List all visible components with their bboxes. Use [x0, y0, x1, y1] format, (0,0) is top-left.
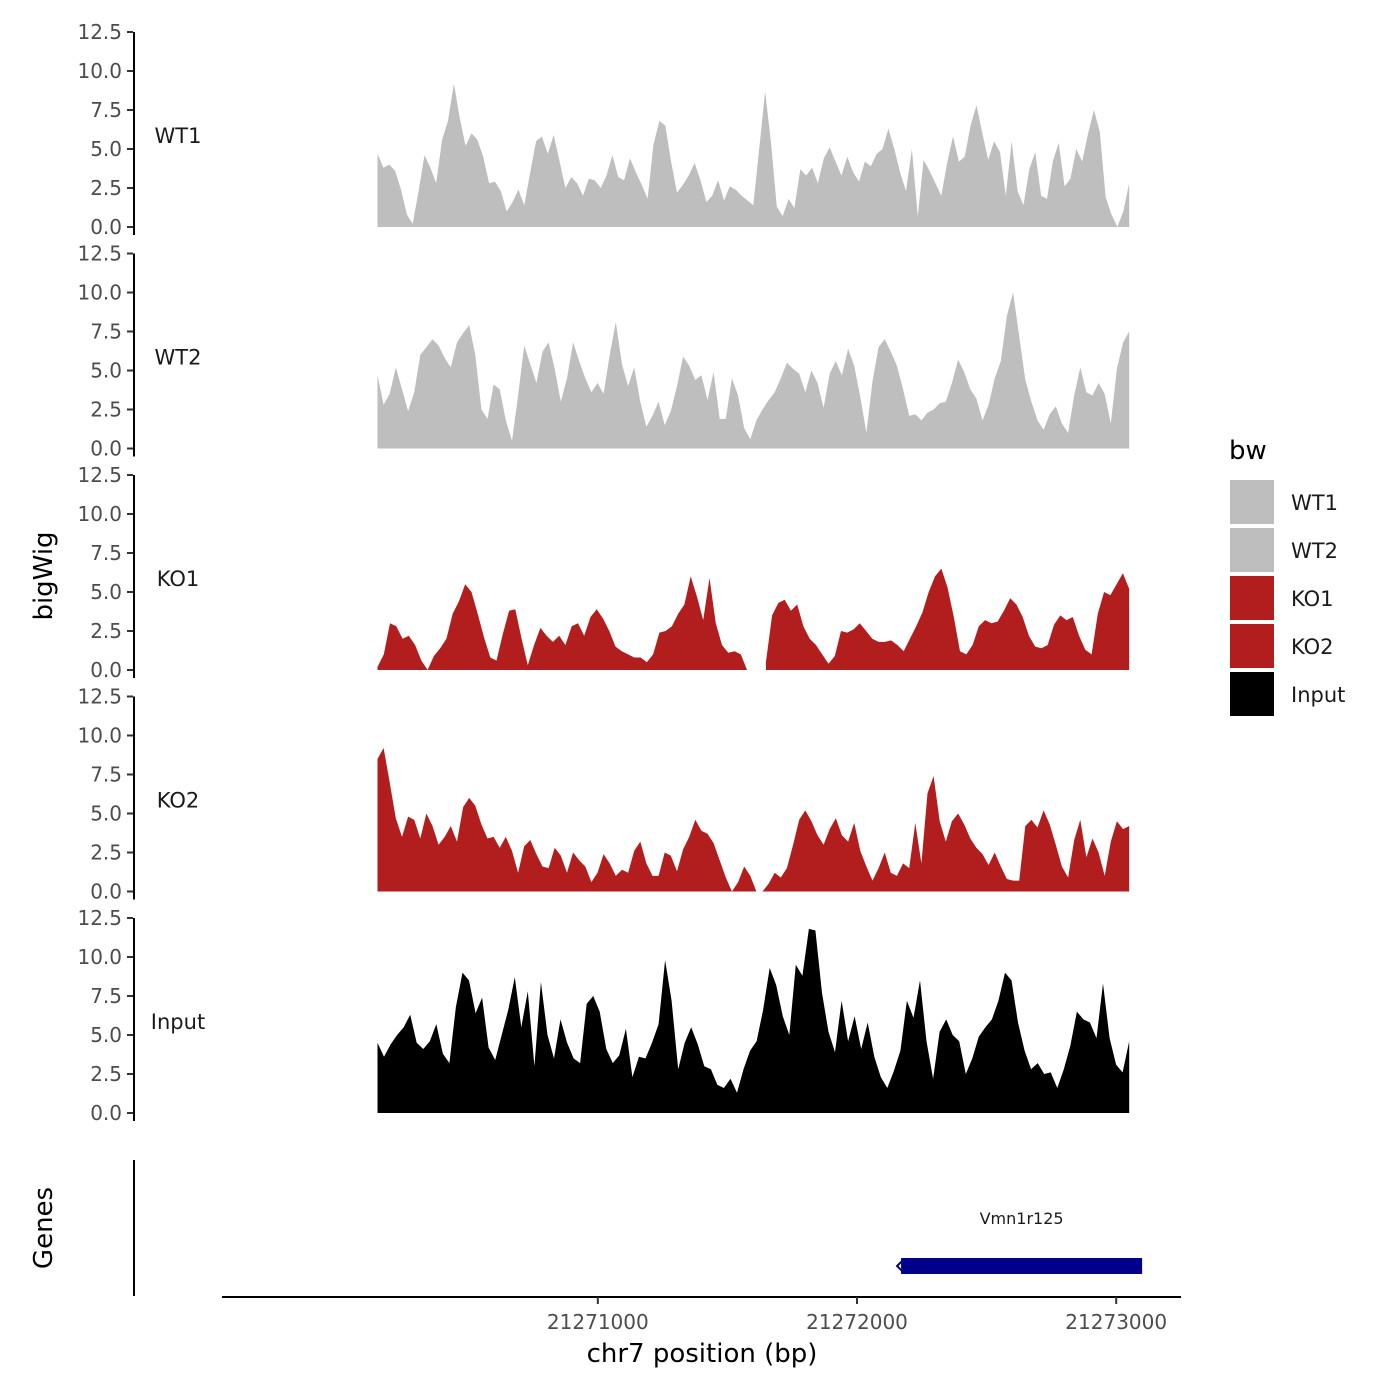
y-tick-label-ko2: 7.5	[90, 763, 122, 787]
area-ko2	[377, 748, 1130, 892]
track-label-ko1: KO1	[157, 567, 200, 591]
track-label-wt2: WT2	[155, 346, 202, 370]
y-tick-label-wt2: 0.0	[90, 437, 122, 461]
y-tick-label-wt1: 7.5	[90, 98, 122, 122]
track-panel-input: 0.0 2.5 5.0 7.5 10.0 12.5 Input	[77, 906, 1130, 1125]
y-tick-label-input: 12.5	[77, 906, 122, 930]
y-tick-label-wt1: 2.5	[90, 176, 122, 200]
area-ko1-segment-2	[765, 568, 1130, 670]
track-label-input: Input	[151, 1010, 205, 1034]
x-axis-title: chr7 position (bp)	[587, 1339, 818, 1369]
legend-title: bw	[1229, 436, 1267, 466]
legend-swatch-ko1	[1230, 576, 1274, 620]
y-tick-label-wt1: 0.0	[90, 215, 122, 239]
y-tick-label-ko1: 10.0	[77, 502, 122, 526]
legend-swatch-wt2	[1230, 528, 1274, 572]
legend-swatch-ko2	[1230, 624, 1274, 668]
area-wt1	[377, 83, 1130, 227]
area-input	[377, 928, 1130, 1113]
y-tick-label-wt2: 10.0	[77, 281, 122, 305]
legend-swatch-wt1	[1230, 480, 1274, 524]
legend-label-input: Input	[1291, 683, 1345, 707]
genes-panel: Vmn1r125	[133, 1160, 1143, 1296]
y-tick-label-wt2: 12.5	[77, 242, 122, 266]
y-tick-label-ko1: 2.5	[90, 619, 122, 643]
genes-axis-title: Genes	[29, 1187, 59, 1269]
x-tick-label: 21271000	[547, 1310, 649, 1334]
x-tick-label: 21272000	[806, 1310, 908, 1334]
y-tick-label-ko2: 10.0	[77, 724, 122, 748]
y-tick-label-ko2: 2.5	[90, 841, 122, 865]
y-tick-label-wt2: 2.5	[90, 398, 122, 422]
track-panel-wt1: 0.0 2.5 5.0 7.5 10.0 12.5 WT1	[77, 20, 1130, 239]
x-tick-label: 21273000	[1065, 1310, 1167, 1334]
y-tick-label-ko1: 0.0	[90, 658, 122, 682]
y-axis-title: bigWig	[29, 531, 59, 620]
track-label-ko2: KO2	[157, 789, 200, 813]
y-tick-label-input: 2.5	[90, 1062, 122, 1086]
y-tick-label-input: 10.0	[77, 945, 122, 969]
y-tick-label-ko2: 12.5	[77, 685, 122, 709]
area-ko1-segment-1	[377, 576, 748, 670]
legend-label-ko1: KO1	[1291, 587, 1334, 611]
legend-label-ko2: KO2	[1291, 635, 1334, 659]
y-tick-label-ko2: 0.0	[90, 880, 122, 904]
legend: WT1 WT2 KO1 KO2 Input	[1230, 480, 1345, 716]
y-tick-label-ko1: 5.0	[90, 580, 122, 604]
x-axis: 21271000 21272000 21273000	[222, 1296, 1181, 1334]
y-tick-label-ko1: 7.5	[90, 541, 122, 565]
y-tick-label-input: 7.5	[90, 984, 122, 1008]
legend-label-wt2: WT2	[1291, 539, 1338, 563]
track-panel-ko2: 0.0 2.5 5.0 7.5 10.0 12.5 KO2	[77, 685, 1130, 904]
y-tick-label-wt1: 12.5	[77, 20, 122, 44]
y-tick-label-wt1: 5.0	[90, 137, 122, 161]
legend-label-wt1: WT1	[1291, 491, 1338, 515]
track-label-wt1: WT1	[155, 124, 202, 148]
track-panel-wt2: 0.0 2.5 5.0 7.5 10.0 12.5 WT2	[77, 242, 1130, 461]
y-tick-label-wt1: 10.0	[77, 59, 122, 83]
y-tick-label-ko2: 5.0	[90, 802, 122, 826]
track-panels: 0.0 2.5 5.0 7.5 10.0 12.5 WT1 0.0 2.5 5.0 7.5 10.0 1…	[77, 20, 1130, 1125]
y-tick-label-wt2: 5.0	[90, 359, 122, 383]
gene-body-vmn1r125	[901, 1258, 1143, 1274]
y-tick-label-wt2: 7.5	[90, 320, 122, 344]
area-wt2	[377, 292, 1130, 449]
track-panel-ko1: 0.0 2.5 5.0 7.5 10.0 12.5 KO1	[77, 463, 1130, 682]
gene-strand-arrow-vmn1r125	[895, 1259, 904, 1273]
y-tick-label-ko1: 12.5	[77, 463, 122, 487]
y-tick-label-input: 0.0	[90, 1101, 122, 1125]
y-tick-label-input: 5.0	[90, 1023, 122, 1047]
legend-swatch-input	[1230, 672, 1274, 716]
gene-label-vmn1r125: Vmn1r125	[980, 1209, 1064, 1228]
